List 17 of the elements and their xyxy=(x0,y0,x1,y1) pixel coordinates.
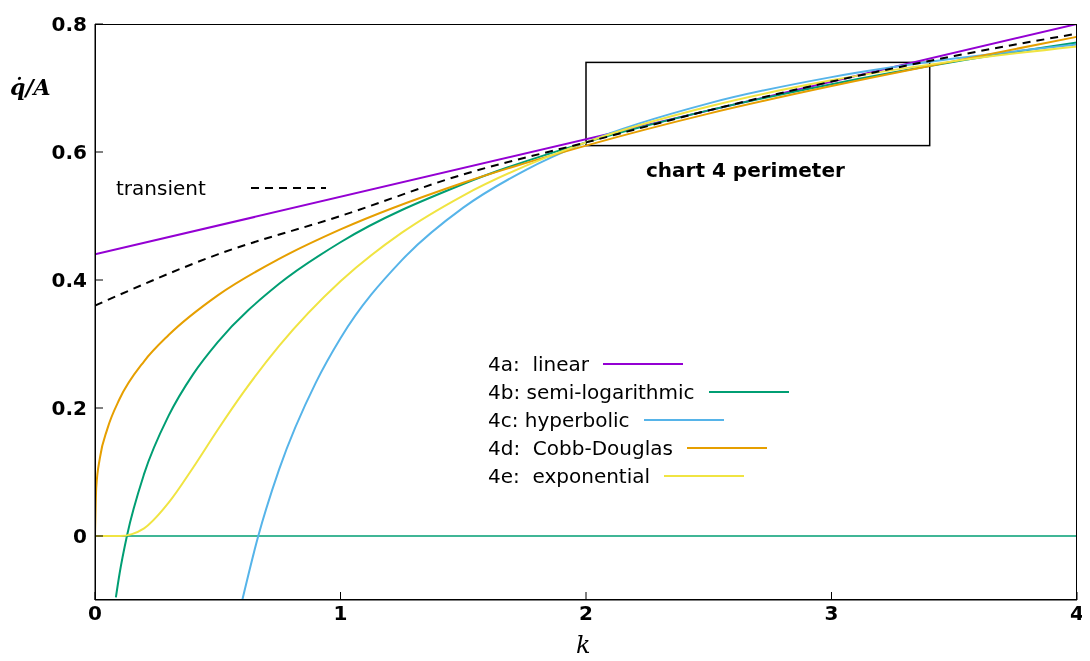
x-axis-title: k xyxy=(576,631,591,659)
x-tick-label: 3 xyxy=(824,601,839,626)
legend-label: 4b: semi-logarithmic xyxy=(488,380,695,404)
y-tick-label: 0.2 xyxy=(51,396,87,421)
legend-label: transient xyxy=(116,176,207,200)
y-tick-label: 0 xyxy=(73,524,87,549)
y-tick-label: 0.6 xyxy=(51,140,87,165)
legend-label: 4e: exponential xyxy=(488,464,651,488)
annotation: chart 4 perimeter xyxy=(646,158,845,182)
x-tick-label: 2 xyxy=(579,601,593,626)
legend-label: 4a: linear xyxy=(488,352,590,376)
legend-label: 4d: Cobb-Douglas xyxy=(488,436,673,460)
x-tick-label: 1 xyxy=(333,601,348,626)
y-axis-title: q̇/A xyxy=(10,74,51,100)
y-tick-label: 0.8 xyxy=(51,12,87,37)
legend-label: 4c: hyperbolic xyxy=(488,408,630,432)
y-tick-label: 0.4 xyxy=(51,268,87,293)
